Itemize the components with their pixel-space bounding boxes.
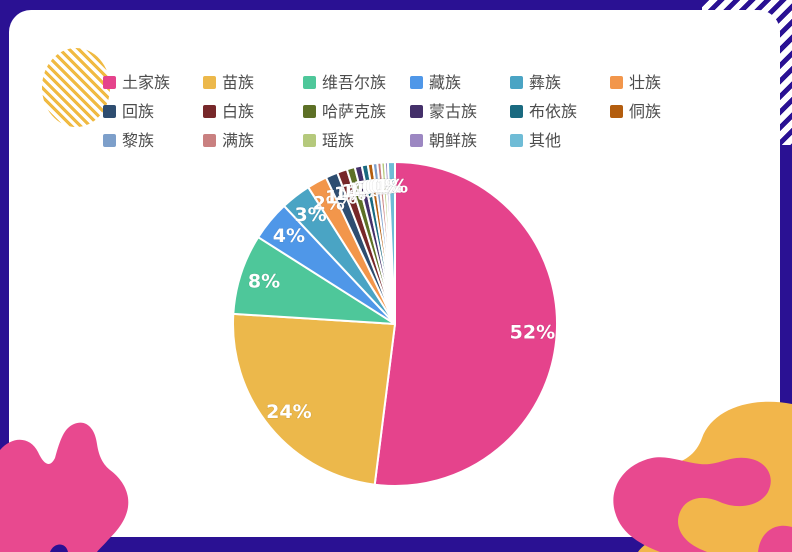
legend-label: 苗族 bbox=[222, 72, 255, 92]
legend-item[interactable]: 侗族 bbox=[610, 101, 700, 121]
legend-label: 维吾尔族 bbox=[322, 72, 387, 92]
legend-swatch bbox=[103, 134, 116, 147]
legend-label: 黎族 bbox=[122, 130, 155, 150]
legend-label: 其他 bbox=[529, 130, 562, 150]
legend-item[interactable]: 维吾尔族 bbox=[303, 72, 410, 92]
legend-item[interactable]: 布依族 bbox=[510, 101, 610, 121]
legend-label: 彝族 bbox=[529, 72, 562, 92]
legend-swatch bbox=[203, 76, 216, 89]
legend-swatch bbox=[203, 134, 216, 147]
legend-label: 瑶族 bbox=[322, 130, 355, 150]
legend-item[interactable]: 黎族 bbox=[103, 130, 203, 150]
legend-swatch bbox=[103, 76, 116, 89]
legend-label: 回族 bbox=[122, 101, 155, 121]
legend-label: 白族 bbox=[222, 101, 255, 121]
legend-item[interactable]: 土家族 bbox=[103, 72, 203, 92]
striped-circle-decoration bbox=[42, 48, 110, 127]
legend-swatch bbox=[510, 134, 523, 147]
legend-swatch bbox=[510, 76, 523, 89]
pie-slice[interactable] bbox=[386, 161, 396, 325]
legend-label: 朝鲜族 bbox=[429, 130, 478, 150]
legend-swatch bbox=[410, 76, 423, 89]
legend-item[interactable]: 朝鲜族 bbox=[410, 130, 510, 150]
legend-swatch bbox=[303, 105, 316, 118]
legend-label: 布依族 bbox=[529, 101, 578, 121]
legend-item[interactable]: 哈萨克族 bbox=[303, 101, 410, 121]
legend-swatch bbox=[303, 76, 316, 89]
legend-swatch bbox=[303, 134, 316, 147]
legend-label: 侗族 bbox=[629, 101, 662, 121]
legend-item[interactable]: 壮族 bbox=[610, 72, 700, 92]
legend-item[interactable]: 瑶族 bbox=[303, 130, 410, 150]
legend-swatch bbox=[510, 105, 523, 118]
legend-label: 壮族 bbox=[629, 72, 662, 92]
legend-label: 土家族 bbox=[122, 72, 171, 92]
legend-swatch bbox=[410, 134, 423, 147]
legend-label: 哈萨克族 bbox=[322, 101, 387, 121]
pie-slice[interactable] bbox=[373, 161, 559, 487]
legend-item[interactable]: 满族 bbox=[203, 130, 303, 150]
legend-label: 蒙古族 bbox=[429, 101, 478, 121]
legend-item[interactable]: 蒙古族 bbox=[410, 101, 510, 121]
legend-item[interactable]: 彝族 bbox=[510, 72, 610, 92]
legend-item[interactable]: 苗族 bbox=[203, 72, 303, 92]
legend-item[interactable]: 藏族 bbox=[410, 72, 510, 92]
legend-label: 藏族 bbox=[429, 72, 462, 92]
legend-label: 满族 bbox=[222, 130, 255, 150]
pie-slice[interactable] bbox=[232, 312, 396, 486]
legend-swatch bbox=[610, 105, 623, 118]
legend-swatch bbox=[410, 105, 423, 118]
legend-swatch bbox=[610, 76, 623, 89]
legend-item[interactable]: 回族 bbox=[103, 101, 203, 121]
chart-legend: 土家族 苗族 维吾尔族 藏族 彝族 壮族回族 白族 哈萨克族 蒙古族 布依族 侗族黎族 满族 瑶族 朝鲜族… bbox=[103, 68, 700, 155]
legend-swatch bbox=[103, 105, 116, 118]
legend-item[interactable]: 其他 bbox=[510, 130, 610, 150]
legend-swatch bbox=[203, 105, 216, 118]
legend-item[interactable]: 白族 bbox=[203, 101, 303, 121]
